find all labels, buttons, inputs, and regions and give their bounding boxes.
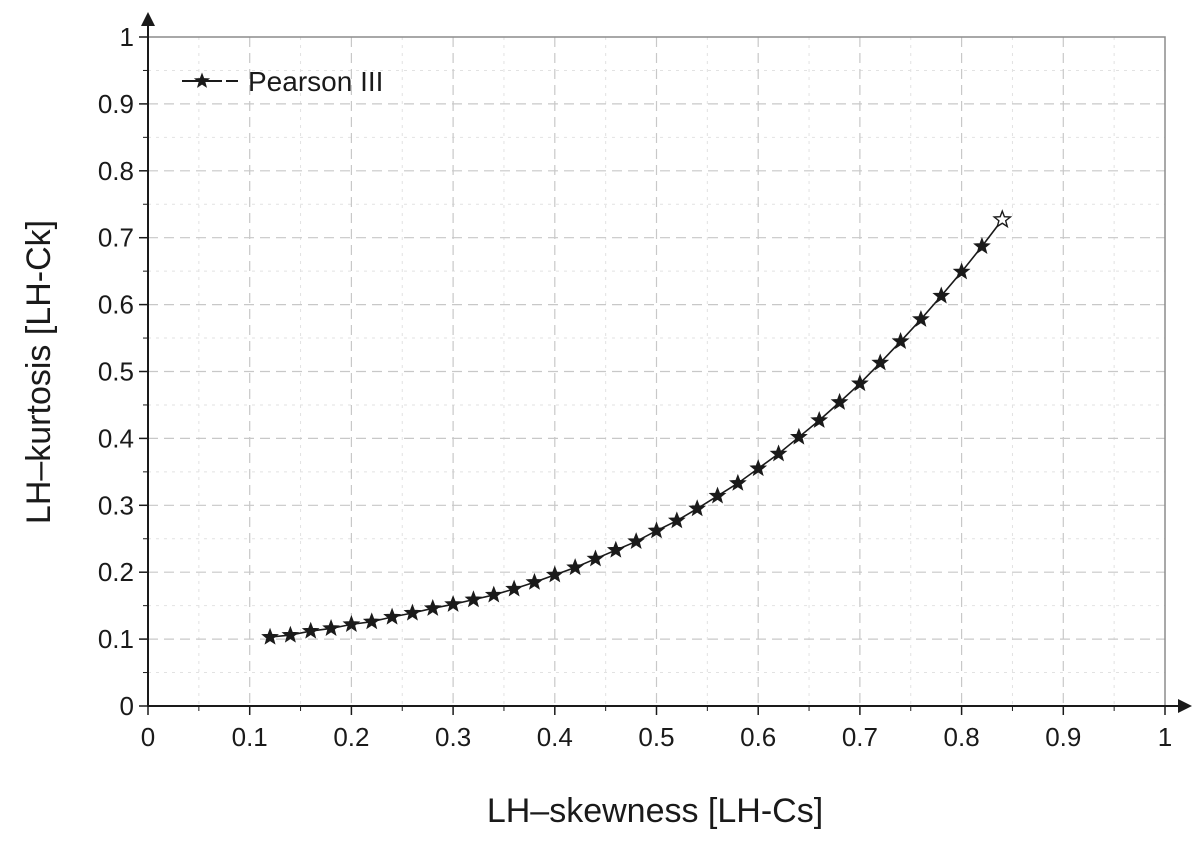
- data-point-star: [261, 627, 279, 645]
- legend: Pearson III: [182, 66, 383, 97]
- x-tick-label: 0.2: [333, 722, 369, 752]
- data-point-star: [444, 594, 462, 612]
- data-point-star: [708, 486, 727, 504]
- x-tick-label: 0.3: [435, 722, 471, 752]
- y-tick-label: 0.4: [98, 423, 134, 453]
- y-tick-label: 0.6: [98, 290, 134, 320]
- data-point-star: [992, 209, 1013, 229]
- y-tick-label: 0.8: [98, 156, 134, 186]
- y-tick-label: 0.5: [98, 357, 134, 387]
- ticks: 0 0.1 0.2 0.3 0.4 0.5 0.6 0.7 0.8 0.9 1 0 0.1 0.2 0.3 0…: [98, 22, 1172, 752]
- data-point-star: [627, 532, 646, 549]
- data-point-star: [362, 612, 381, 630]
- data-point-star: [932, 286, 951, 304]
- data-point-star: [973, 237, 991, 254]
- data-point-star: [586, 549, 605, 567]
- y-tick-label: 0.3: [98, 490, 134, 520]
- y-axis-title: LH–kurtosis [LH-Ck]: [20, 220, 58, 524]
- data-point-star: [545, 565, 564, 583]
- series-line: [269, 219, 1003, 638]
- data-point-star: [525, 572, 544, 590]
- data-point-star: [851, 374, 869, 392]
- data-point-star: [301, 621, 320, 639]
- y-axis-arrow: [141, 12, 155, 26]
- data-point-star: [769, 444, 788, 462]
- data-point-star: [647, 521, 666, 539]
- data-point-star: [342, 615, 361, 632]
- data-point-star: [322, 619, 340, 636]
- data-point-star: [667, 511, 686, 529]
- grid: [148, 37, 1165, 706]
- x-tick-label: 0: [141, 722, 155, 752]
- x-tick-label: 0.4: [537, 722, 573, 752]
- data-point-star: [606, 540, 625, 558]
- data-point-star: [688, 499, 707, 517]
- x-tick-label: 0.6: [740, 722, 776, 752]
- data-point-star: [403, 603, 422, 621]
- data-point-star: [505, 579, 524, 597]
- y-tick-label: 1: [120, 22, 134, 52]
- data-point-star: [830, 392, 849, 410]
- y-tick-label: 0.9: [98, 89, 134, 119]
- data-point-star: [464, 590, 483, 608]
- x-tick-label: 1: [1158, 722, 1172, 752]
- legend-star-marker: [193, 72, 211, 88]
- data-point-star: [871, 353, 890, 371]
- x-axis-title: LH–skewness [LH-Cs]: [487, 792, 823, 830]
- x-tick-label: 0.5: [638, 722, 674, 752]
- data-point-star: [810, 410, 829, 428]
- series-pearson-iii: [261, 209, 1013, 645]
- x-tick-label: 0.7: [842, 722, 878, 752]
- y-tick-label: 0.1: [98, 624, 134, 654]
- data-point-star: [952, 262, 971, 280]
- x-tick-label: 0.1: [232, 722, 268, 752]
- data-point-star: [789, 427, 808, 445]
- legend-label: Pearson III: [248, 66, 383, 97]
- data-point-star: [891, 332, 910, 349]
- x-axis-arrow: [1178, 699, 1192, 713]
- data-point-star: [749, 459, 768, 477]
- data-point-star: [383, 607, 401, 625]
- y-tick-label: 0.7: [98, 223, 134, 253]
- data-point-star: [728, 473, 747, 491]
- axes: [141, 12, 1192, 713]
- y-tick-label: 0: [120, 691, 134, 721]
- data-point-star: [484, 585, 503, 603]
- data-point-star: [912, 309, 930, 327]
- x-tick-label: 0.9: [1045, 722, 1081, 752]
- y-tick-label: 0.2: [98, 557, 134, 587]
- data-point-star: [423, 598, 442, 616]
- data-point-star: [281, 625, 300, 643]
- data-point-star: [566, 558, 585, 576]
- x-tick-label: 0.8: [944, 722, 980, 752]
